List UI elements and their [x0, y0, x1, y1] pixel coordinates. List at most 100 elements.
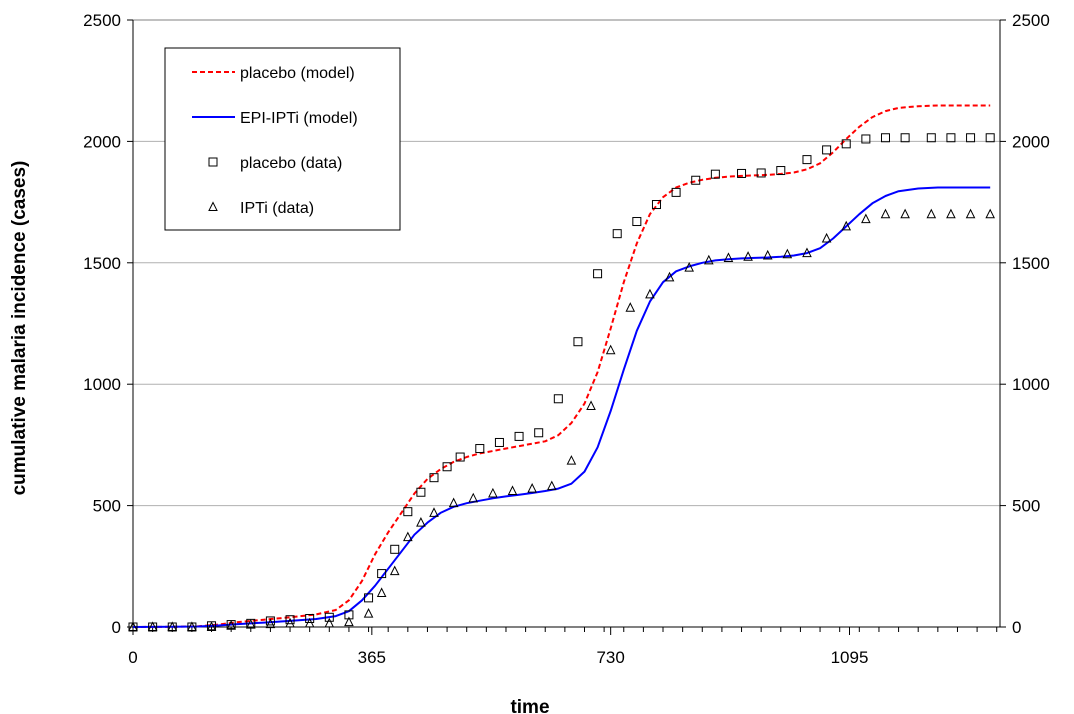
y-tick-label-right: 500: [1012, 497, 1040, 516]
data-point: [723, 252, 734, 262]
y-tick-label: 1500: [83, 254, 121, 273]
data-point: [966, 133, 976, 143]
data-point: [632, 217, 642, 227]
data-point: [612, 229, 622, 239]
data-point: [546, 480, 557, 491]
right-y-axis: 0 500 1000 1500 2000 2500: [999, 11, 1050, 637]
y-tick-label: 1000: [83, 375, 121, 394]
x-tick-label: 365: [358, 648, 386, 667]
data-point: [448, 497, 459, 508]
y-tick-label: 2000: [83, 132, 121, 151]
data-point: [710, 169, 720, 179]
y-tick-label: 2500: [83, 11, 121, 30]
legend-box: [164, 47, 401, 231]
data-point: [573, 337, 583, 347]
data-point: [625, 302, 636, 312]
data-point: [756, 168, 766, 178]
series-line: [132, 186, 991, 628]
series-2: [128, 133, 995, 632]
data-point: [822, 145, 832, 155]
data-point: [534, 428, 544, 438]
y-tick-label-right: 1500: [1012, 254, 1050, 273]
data-point: [782, 248, 793, 259]
data-point: [926, 208, 937, 219]
legend-label: IPTi (data): [240, 200, 314, 217]
data-point: [475, 444, 485, 454]
data-point: [586, 400, 596, 411]
data-point: [245, 618, 256, 629]
y-tick-label-right: 2500: [1012, 11, 1050, 30]
data-point: [527, 482, 537, 493]
data-point: [468, 492, 479, 503]
data-point: [376, 587, 387, 598]
data-point: [926, 133, 936, 143]
data-point: [442, 462, 452, 472]
data-point: [389, 565, 400, 576]
left-y-axis: 0 500 1000 1500 2000 2500: [83, 11, 134, 637]
data-point: [841, 139, 851, 149]
data-point: [285, 617, 295, 628]
data-point: [743, 251, 753, 261]
data-point: [488, 487, 498, 498]
x-tick-label: 1095: [831, 648, 869, 667]
data-point: [684, 262, 694, 272]
y-tick-label: 0: [112, 618, 121, 637]
data-point: [363, 608, 374, 618]
legend-swatch: [208, 201, 218, 211]
y-tick-label-right: 1000: [1012, 375, 1050, 394]
data-point: [880, 133, 890, 143]
data-point: [946, 133, 956, 143]
y-tick-label: 500: [93, 497, 121, 516]
x-axis: 0 365 730 1095: [128, 626, 1000, 667]
data-point: [304, 617, 315, 628]
x-tick-label: 0: [128, 648, 137, 667]
data-point: [821, 232, 832, 243]
data-point: [946, 208, 956, 219]
series-3: [128, 208, 995, 631]
data-point: [802, 155, 812, 165]
data-point: [553, 394, 563, 404]
data-point: [651, 200, 661, 210]
data-point: [429, 507, 439, 517]
data-point: [377, 569, 387, 579]
data-point: [671, 187, 681, 197]
series-layer: [128, 104, 995, 632]
data-point: [167, 621, 178, 631]
data-point: [324, 612, 334, 622]
data-point: [900, 208, 910, 219]
data-point: [704, 254, 714, 265]
data-point: [265, 618, 276, 629]
data-point: [985, 133, 995, 143]
x-tick-label: 730: [596, 648, 624, 667]
data-point: [285, 615, 295, 625]
data-point: [514, 431, 524, 441]
data-point: [187, 621, 197, 631]
data-point: [965, 208, 976, 219]
data-point: [861, 134, 871, 144]
data-point: [429, 473, 439, 483]
data-point: [880, 208, 891, 219]
data-point: [605, 344, 616, 355]
y-axis-title: cumulative malaria incidence (cases): [9, 161, 30, 496]
data-point: [841, 220, 852, 231]
data-point: [226, 620, 236, 630]
data-point: [664, 271, 675, 282]
data-point: [364, 593, 374, 603]
data-point: [566, 455, 577, 465]
data-point: [455, 452, 465, 462]
data-point: [344, 610, 354, 620]
data-point: [507, 485, 518, 496]
legend-label: placebo (model): [240, 65, 355, 82]
data-point: [147, 621, 158, 631]
data-point: [324, 617, 335, 628]
y-tick-label-right: 2000: [1012, 132, 1050, 151]
x-axis-title: time: [510, 697, 549, 714]
data-point: [206, 621, 217, 631]
data-point: [403, 507, 413, 517]
data-point: [128, 621, 138, 631]
data-point: [776, 166, 786, 176]
legend-swatch: [208, 157, 218, 167]
data-point: [802, 247, 812, 258]
data-point: [985, 208, 995, 219]
data-point: [737, 168, 747, 178]
